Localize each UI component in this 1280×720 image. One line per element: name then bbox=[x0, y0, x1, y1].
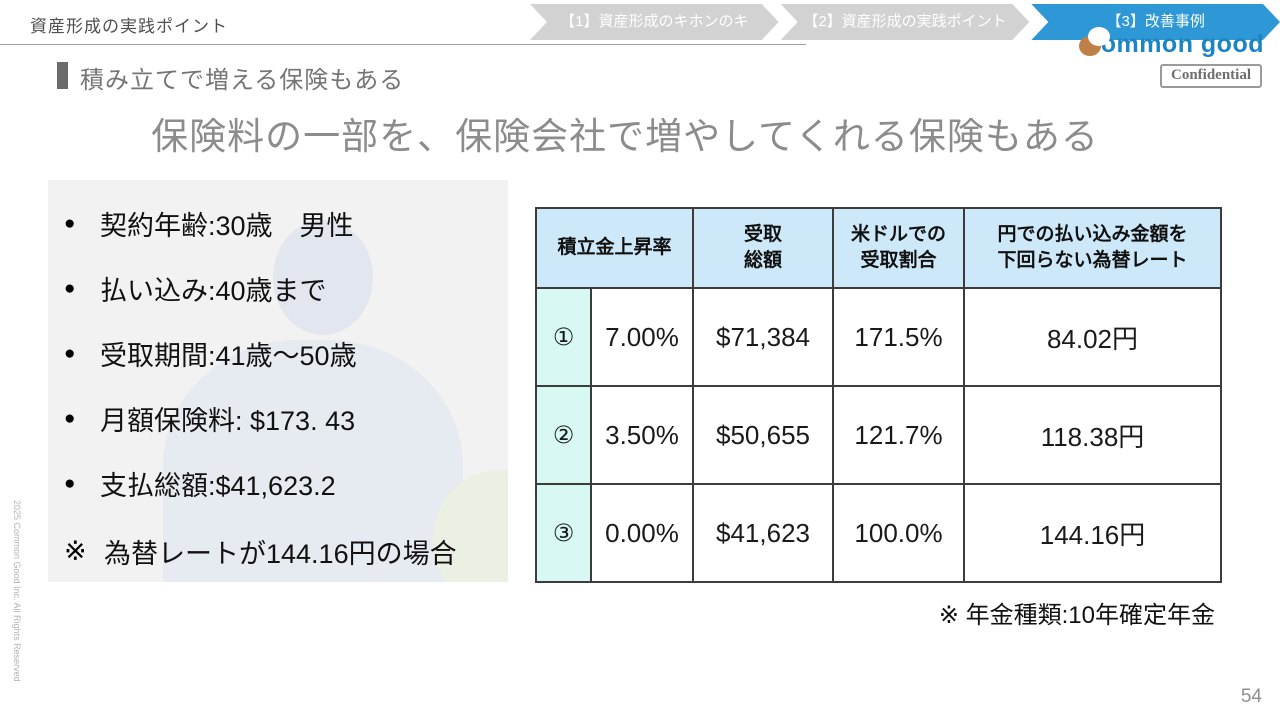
cell-fx-rate: 144.16円 bbox=[963, 483, 1222, 583]
cell-total: $50,655 bbox=[692, 385, 834, 485]
cell-total: $71,384 bbox=[692, 287, 834, 387]
cell-rate: 7.00% bbox=[590, 287, 694, 387]
list-item: ● 月額保険料: $173. 43 bbox=[64, 399, 457, 438]
businessman-photo-body bbox=[163, 340, 463, 582]
condition-text: 受取期間:41歳～50歳 bbox=[100, 341, 357, 371]
company-logo: ommon good bbox=[1078, 26, 1264, 59]
bullet-icon: ● bbox=[64, 407, 76, 429]
page-number: 54 bbox=[1240, 686, 1262, 707]
confidential-badge: Confidential bbox=[1159, 64, 1262, 88]
table-header-row: 積立金上昇率 受取 総額 米ドルでの 受取割合 円での払い込み金額を 下回らない… bbox=[535, 207, 1222, 289]
cell-rate: 3.50% bbox=[590, 385, 694, 485]
col-header-fx-rate: 円での払い込み金額を 下回らない為替レート bbox=[963, 207, 1222, 289]
row-label: ① bbox=[535, 287, 592, 387]
logo-crescent-icon bbox=[1078, 26, 1110, 56]
comparison-table: 積立金上昇率 受取 総額 米ドルでの 受取割合 円での払い込み金額を 下回らない… bbox=[535, 207, 1222, 583]
row-label: ② bbox=[535, 385, 592, 485]
condition-text: 月額保険料: $173. 43 bbox=[100, 406, 356, 436]
businessman-photo bbox=[273, 220, 373, 335]
cell-fx-rate: 84.02円 bbox=[963, 287, 1222, 387]
col-header-usd-ratio: 米ドルでの 受取割合 bbox=[832, 207, 965, 289]
bullet-icon: ● bbox=[64, 212, 76, 234]
conditions-panel: ● 契約年齢:30歳 男性 ● 払い込み:40歳まで ● 受取期間:41歳～50… bbox=[48, 180, 508, 582]
step-nav: 【1】資産形成のキホンのキ 【2】資産形成の実践ポイント 【3】改善事例 bbox=[528, 4, 1280, 40]
breadcrumb: 資産形成の実践ポイント bbox=[30, 17, 228, 36]
condition-text: 契約年齢:30歳 男性 bbox=[100, 211, 354, 241]
nav-step-3[interactable]: 【3】改善事例 bbox=[1031, 4, 1280, 40]
condition-text: 支払総額:$41,623.2 bbox=[100, 471, 336, 501]
cell-usd-ratio: 121.7% bbox=[832, 385, 965, 485]
list-item: ● 受取期間:41歳～50歳 bbox=[64, 334, 457, 373]
note-icon: ※ bbox=[64, 536, 87, 566]
cell-usd-ratio: 100.0% bbox=[832, 483, 965, 583]
bullet-icon: ● bbox=[64, 472, 76, 494]
row-label: ③ bbox=[535, 483, 592, 583]
table-row: ① 7.00% $71,384 171.5% 84.02円 bbox=[535, 287, 1222, 387]
page-title: 保険料の一部を、保険会社で増やしてくれる保険もある bbox=[151, 116, 1099, 157]
table-row: ③ 0.00% $41,623 100.0% 144.16円 bbox=[535, 483, 1222, 583]
nav-step-2[interactable]: 【2】資産形成の実践ポイント bbox=[781, 4, 1030, 40]
section-title: 積み立てで増える保険もある bbox=[80, 67, 405, 94]
table-note: ※ 年金種類:10年確定年金 bbox=[938, 602, 1215, 629]
cell-total: $41,623 bbox=[692, 483, 834, 583]
table-row: ② 3.50% $50,655 121.7% 118.38円 bbox=[535, 385, 1222, 485]
condition-text: 為替レートが144.16円の場合 bbox=[104, 539, 457, 569]
section-bar bbox=[57, 62, 68, 89]
col-header-total: 受取 総額 bbox=[692, 207, 834, 289]
list-item-note: ※ 為替レートが144.16円の場合 bbox=[64, 532, 457, 571]
list-item: ● 支払総額:$41,623.2 bbox=[64, 464, 457, 503]
list-item: ● 払い込み:40歳まで bbox=[64, 269, 457, 308]
list-item: ● 契約年齢:30歳 男性 bbox=[64, 204, 457, 243]
cell-rate: 0.00% bbox=[590, 483, 694, 583]
bullet-icon: ● bbox=[64, 277, 76, 299]
bullet-icon: ● bbox=[64, 342, 76, 364]
logo-text: ommon good bbox=[1100, 30, 1264, 58]
condition-text: 払い込み:40歳まで bbox=[100, 276, 327, 306]
conditions-list: ● 契約年齢:30歳 男性 ● 払い込み:40歳まで ● 受取期間:41歳～50… bbox=[64, 204, 457, 571]
header-divider bbox=[0, 44, 806, 45]
cell-usd-ratio: 171.5% bbox=[832, 287, 965, 387]
cell-fx-rate: 118.38円 bbox=[963, 385, 1222, 485]
nav-step-1[interactable]: 【1】資産形成のキホンのキ bbox=[530, 4, 779, 40]
col-header-rate: 積立金上昇率 bbox=[535, 207, 694, 289]
copyright-text: 2025 Common Good Inc. All Rights Reserve… bbox=[12, 500, 22, 682]
